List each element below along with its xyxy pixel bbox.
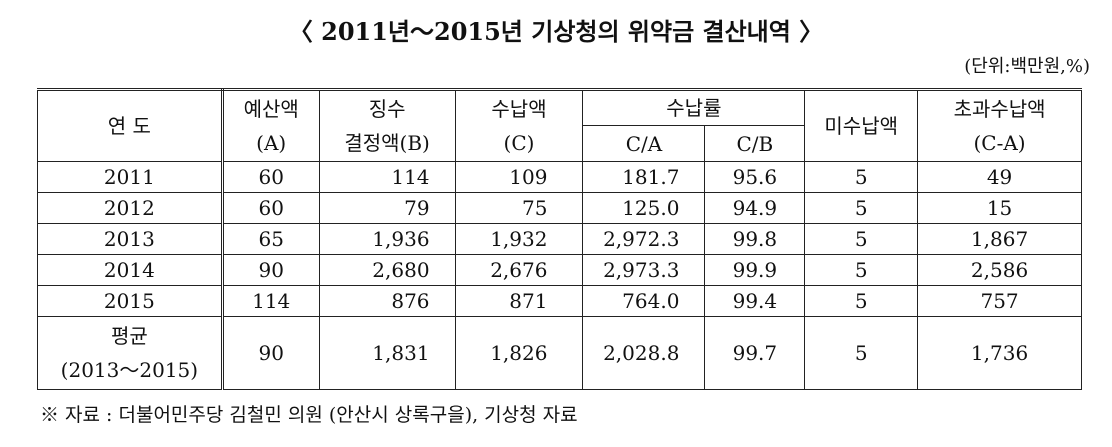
year-cell: 2015	[37, 285, 224, 317]
value-cell: 99.9	[704, 254, 806, 286]
average-label-line: (2013～2015)	[60, 358, 199, 382]
header-text: 결정액(B)	[344, 131, 430, 155]
value-cell: 1,826	[454, 316, 584, 390]
table-row: 2012 60 79 75 125.0 94.9 5 15	[37, 192, 1082, 224]
value-cell: 99.8	[704, 223, 806, 255]
average-label: 평균 (2013～2015)	[37, 316, 224, 390]
value-cell: 60	[221, 192, 320, 224]
average-row: 평균 (2013～2015) 90 1,831 1,826 2,028.8 99.7 5 1,7…	[37, 316, 1082, 390]
header-cell: 초과수납액 (C-A)	[917, 88, 1082, 162]
value-cell: 2,028.8	[582, 316, 706, 390]
value-cell: 5	[804, 192, 919, 224]
value-cell: 15	[917, 192, 1082, 224]
year-cell: 2012	[37, 192, 224, 224]
year-cell: 2014	[37, 254, 224, 286]
value-cell: 1,736	[917, 316, 1082, 390]
header-cell: 수납액 (C)	[454, 88, 584, 162]
year-cell: 2013	[37, 223, 224, 255]
header-cell: 연 도	[37, 88, 224, 162]
value-cell: 871	[454, 285, 584, 317]
header-text: (C-A)	[973, 131, 1026, 155]
header-text: 초과수납액	[953, 97, 1046, 121]
header-cell: 미수납액	[804, 88, 919, 162]
value-cell: 757	[917, 285, 1082, 317]
value-cell: 99.4	[704, 285, 806, 317]
average-label-line: 평균	[110, 324, 148, 348]
value-cell: 99.7	[704, 316, 806, 390]
table-row: 2011 60 114 109 181.7 95.6 5 49	[37, 161, 1082, 193]
title: 〈 2011년～2015년 기상청의 위약금 결산내역 〉	[288, 17, 824, 46]
unit-note: (단위:백만원,%)	[964, 56, 1090, 77]
value-cell: 5	[804, 161, 919, 193]
value-cell: 5	[804, 223, 919, 255]
header-cell: C/A	[582, 125, 706, 162]
year-cell: 2011	[37, 161, 224, 193]
value-cell: 90	[221, 254, 320, 286]
footnote: ※ 자료 : 더불어민주당 김철민 의원 (안산시 상록구을), 기상청 자료	[40, 404, 578, 426]
value-cell: 109	[454, 161, 584, 193]
table-row: 2014 90 2,680 2,676 2,973.3 99.9 5 2,586	[37, 254, 1082, 286]
value-cell: 2,973.3	[582, 254, 706, 286]
table-row: 2013 65 1,936 1,932 2,972.3 99.8 5 1,867	[37, 223, 1082, 255]
value-cell: 65	[221, 223, 320, 255]
value-cell: 5	[804, 254, 919, 286]
value-cell: 125.0	[582, 192, 706, 224]
value-cell: 876	[318, 285, 456, 317]
value-cell: 94.9	[704, 192, 806, 224]
value-cell: 1,831	[318, 316, 456, 390]
table-row: 2015 114 876 871 764.0 99.4 5 757	[37, 285, 1082, 317]
value-cell: 49	[917, 161, 1082, 193]
value-cell: 95.6	[704, 161, 806, 193]
value-cell: 764.0	[582, 285, 706, 317]
value-cell: 181.7	[582, 161, 706, 193]
value-cell: 1,936	[318, 223, 456, 255]
value-cell: 2,680	[318, 254, 456, 286]
header-text: (C)	[503, 131, 535, 155]
header-cell: C/B	[704, 125, 806, 162]
value-cell: 114	[221, 285, 320, 317]
value-cell: 5	[804, 316, 919, 390]
header-text: 징수	[368, 97, 406, 121]
value-cell: 1,932	[454, 223, 584, 255]
value-cell: 60	[221, 161, 320, 193]
value-cell: 75	[454, 192, 584, 224]
header-text: (A)	[256, 131, 287, 155]
header-text: 예산액	[243, 97, 299, 121]
value-cell: 90	[221, 316, 320, 390]
value-cell: 79	[318, 192, 456, 224]
value-cell: 2,972.3	[582, 223, 706, 255]
value-cell: 2,676	[454, 254, 584, 286]
value-cell: 5	[804, 285, 919, 317]
value-cell: 2,586	[917, 254, 1082, 286]
header-text: 수납액	[491, 97, 547, 121]
value-cell: 114	[318, 161, 456, 193]
value-cell: 1,867	[917, 223, 1082, 255]
header-cell: 수납률	[582, 88, 806, 126]
header-cell: 예산액 (A)	[221, 88, 320, 162]
